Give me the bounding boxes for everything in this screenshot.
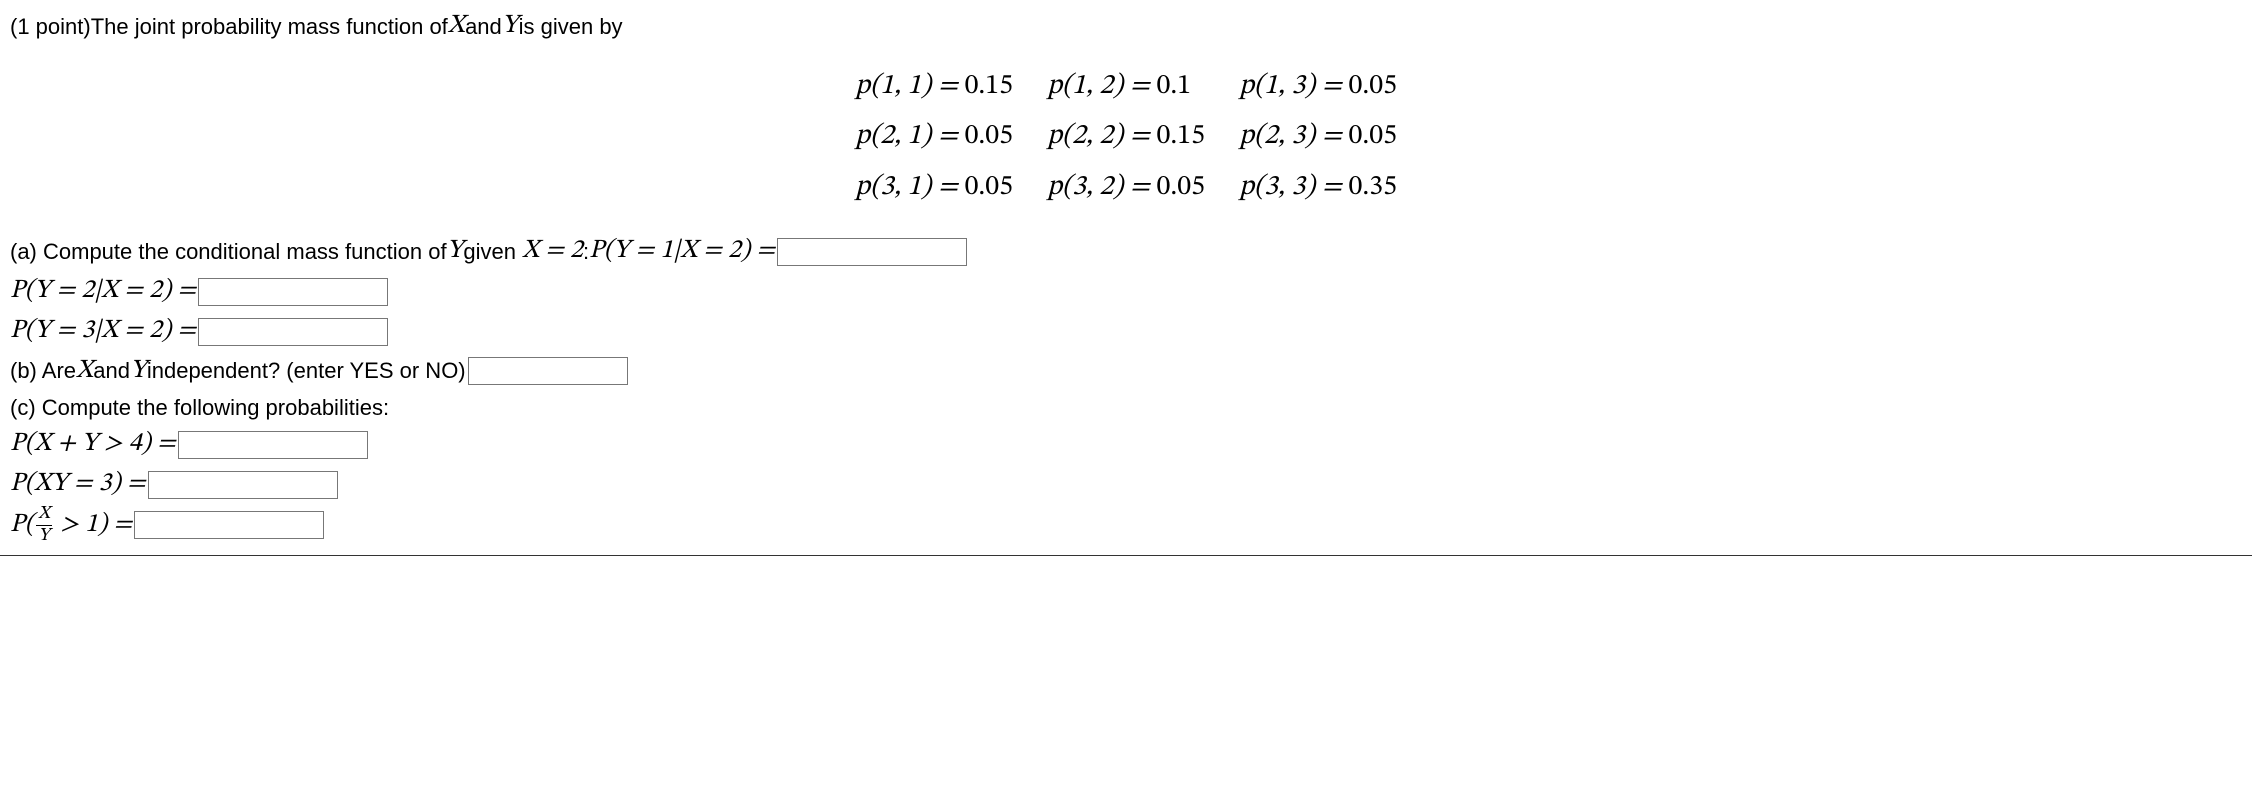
part-c-line-1: P(X + Y > 4) =	[10, 426, 2242, 464]
intro-text-3: is given by	[519, 11, 623, 43]
part-c-text: (c) Compute the following probabilities:	[10, 392, 389, 424]
var-x: X	[76, 353, 93, 391]
var-x: X	[448, 8, 465, 46]
var-y: Y	[502, 8, 519, 46]
intro-text-2: and	[465, 11, 502, 43]
pmf-grid: p(1, 1) = 0.15 p(1, 2) = 0.1 p(1, 3) = 0…	[376, 66, 1876, 208]
pmf-cell: p(2, 3) = 0.05	[1239, 116, 1397, 157]
part-c-line-3: P(XY > 1) =	[10, 505, 2242, 545]
answer-y1-given-x2[interactable]	[777, 238, 967, 266]
answer-y2-given-x2[interactable]	[198, 278, 388, 306]
answer-sum-gt-4[interactable]	[178, 431, 368, 459]
cond-x-2: X = 2	[516, 233, 583, 271]
answer-xy-eq-3[interactable]	[148, 471, 338, 499]
points-label: (1 point)	[10, 11, 91, 43]
pmf-cell: p(2, 1) = 0.05	[855, 116, 1013, 157]
pmf-cell: p(1, 3) = 0.05	[1239, 66, 1397, 107]
answer-y3-given-x2[interactable]	[198, 318, 388, 346]
var-y: Y	[447, 233, 464, 271]
pmf-cell: p(1, 1) = 0.15	[855, 66, 1013, 107]
part-b-lead-1: (b) Are	[10, 355, 76, 387]
part-a-lead-1: (a) Compute the conditional mass functio…	[10, 236, 447, 268]
part-a-lead-2: given	[463, 236, 516, 268]
pmf-cell: p(3, 2) = 0.05	[1047, 167, 1205, 208]
prob-sum-gt-4: P(X + Y > 4) =	[10, 426, 176, 464]
part-a-line-1: (a) Compute the conditional mass functio…	[10, 233, 2242, 271]
answer-independent[interactable]	[468, 357, 628, 385]
part-b-lead-2: independent? (enter YES or NO)	[147, 355, 466, 387]
fraction-x-over-y: XY	[36, 505, 52, 544]
prob-y1-given-x2: P(Y = 1|X = 2) =	[589, 233, 775, 271]
part-b-mid: and	[93, 355, 130, 387]
part-b-line: (b) Are X and Y independent? (enter YES …	[10, 353, 2242, 391]
part-c-line-2: P(XY = 3) =	[10, 466, 2242, 504]
prob-y3-given-x2: P(Y = 3|X = 2) =	[10, 313, 196, 351]
answer-ratio-gt-1[interactable]	[134, 511, 324, 539]
prob-y2-given-x2: P(Y = 2|X = 2) =	[10, 273, 196, 311]
var-y: Y	[130, 353, 147, 391]
pmf-cell: p(2, 2) = 0.15	[1047, 116, 1205, 157]
problem-page: (1 point) The joint probability mass fun…	[0, 0, 2252, 556]
part-a-line-2: P(Y = 2|X = 2) =	[10, 273, 2242, 311]
intro-text-1: The joint probability mass function of	[91, 11, 448, 43]
pmf-cell: p(1, 2) = 0.1	[1047, 66, 1205, 107]
part-a-line-3: P(Y = 3|X = 2) =	[10, 313, 2242, 351]
pmf-cell: p(3, 1) = 0.05	[855, 167, 1013, 208]
prob-ratio-gt-1: P(XY > 1) =	[10, 505, 132, 545]
pmf-cell: p(3, 3) = 0.35	[1239, 167, 1397, 208]
part-c-lead: (c) Compute the following probabilities:	[10, 392, 2242, 424]
intro-line: (1 point) The joint probability mass fun…	[10, 8, 2242, 46]
prob-xy-eq-3: P(XY = 3) =	[10, 466, 146, 504]
